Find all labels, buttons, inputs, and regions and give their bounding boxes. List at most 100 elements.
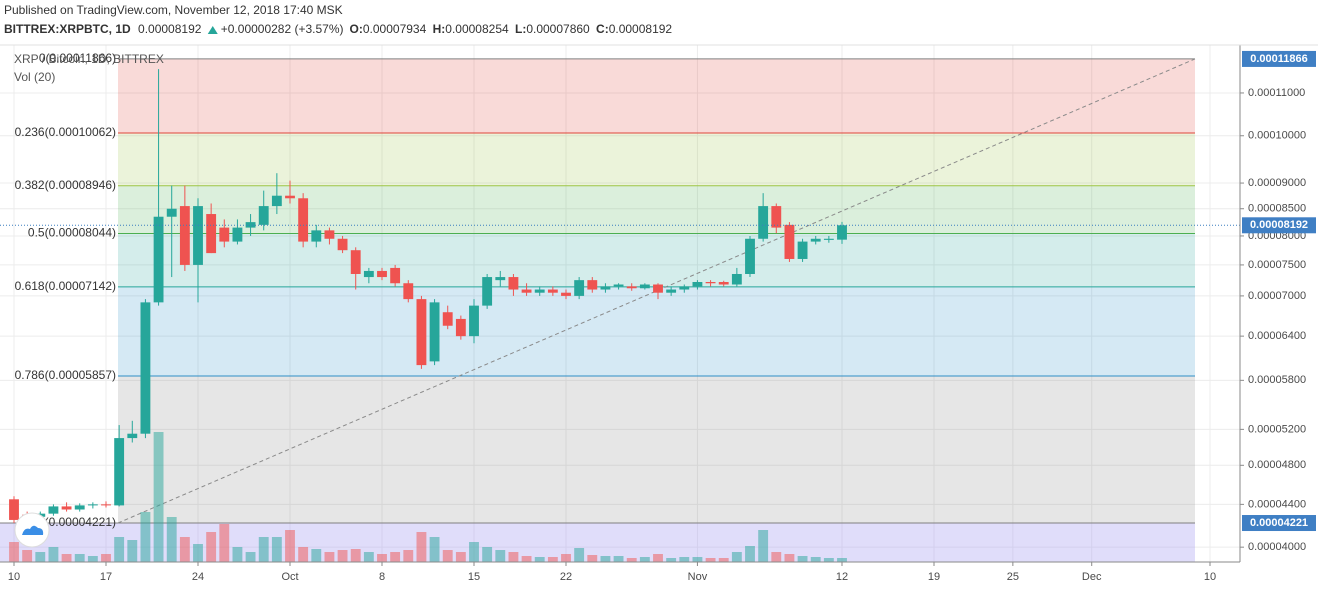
volume-bar (74, 554, 85, 562)
volume-bar (482, 547, 493, 562)
volume-bar (403, 550, 414, 562)
volume-bar (837, 558, 847, 562)
fib-label: 1(0.00004221) (38, 515, 116, 529)
x-tick-label: 10 (8, 571, 20, 583)
ohlc-key: L: (515, 22, 526, 36)
candle-body (600, 286, 611, 290)
volume-bar (324, 552, 335, 562)
volume-bar (758, 530, 769, 562)
candle-body (390, 267, 401, 284)
volume-bar (666, 558, 677, 562)
y-tick-label: 0.00005200 (1248, 423, 1306, 435)
candle-body (692, 282, 703, 287)
candle-body (87, 504, 98, 506)
volume-bar (600, 556, 611, 562)
x-tick-label: 15 (468, 571, 480, 583)
volume-bar (429, 537, 440, 562)
ohlc-value: 0.00007860 (526, 22, 590, 36)
volume-bar (679, 557, 690, 562)
candle-body (810, 238, 821, 242)
candle-body (377, 270, 387, 278)
volume-bar (534, 557, 545, 562)
candle-body (718, 282, 729, 285)
price-label-box (1242, 50, 1316, 67)
volume-bar (797, 556, 808, 562)
x-tick-label: 10 (1204, 571, 1216, 583)
candle-body (561, 292, 571, 296)
candle-body (745, 238, 755, 274)
fib-zone (118, 132, 1195, 186)
candle-body (823, 238, 834, 240)
volume-bar (784, 554, 795, 562)
volume-bar (653, 554, 663, 562)
volume-bar (22, 550, 33, 562)
x-tick-label: Oct (281, 571, 298, 583)
price-label-box (1242, 515, 1316, 532)
y-tick-label: 0.00006400 (1248, 330, 1306, 342)
x-tick-label: 12 (836, 571, 848, 583)
volume-bar (61, 554, 72, 562)
volume-bar (495, 550, 506, 562)
fib-label: 0.5(0.00008044) (28, 226, 116, 240)
volume-bar (587, 555, 598, 562)
candle-body (298, 198, 309, 242)
fib-zone (118, 375, 1195, 524)
candle-body (9, 499, 19, 520)
candle-body (114, 438, 125, 506)
plot-area (0, 45, 1240, 562)
price-label: 0.00011866 (1250, 53, 1308, 65)
volume-bar (311, 549, 322, 562)
volume-bar (48, 547, 59, 562)
y-tick-label: 0.00004400 (1248, 498, 1306, 510)
candle-body (653, 284, 663, 293)
published: Published on TradingView.com, November 1… (4, 3, 343, 17)
volume-bar (285, 530, 295, 562)
volume-bar (179, 537, 190, 562)
volume-bar (547, 557, 558, 562)
candle-body (363, 270, 374, 278)
volume-bar (232, 547, 243, 562)
volume-bar (639, 557, 650, 562)
y-tick-label: 0.00010000 (1248, 130, 1306, 142)
volume-bar (35, 552, 46, 562)
candle-body (337, 238, 348, 251)
y-tick-label: 0.00011000 (1248, 87, 1305, 99)
y-tick-label: 0.00004000 (1248, 541, 1306, 553)
x-tick-label: 25 (1007, 571, 1019, 583)
candle-body (48, 506, 59, 514)
candle-body (285, 195, 295, 199)
candle-body (206, 214, 217, 254)
volume-bar (731, 552, 742, 562)
candle-body (101, 504, 111, 506)
y-tick-label: 0.00008500 (1248, 203, 1306, 215)
fib-zone (118, 286, 1195, 376)
change: +0.00000282 (+3.57%) (221, 22, 344, 36)
y-tick-label: 0.00004800 (1248, 459, 1306, 471)
volume-bar (153, 432, 164, 562)
candle-body (587, 280, 598, 290)
candle-body (271, 195, 282, 207)
volume-bar (718, 558, 729, 562)
volume-bar (206, 532, 217, 562)
volume-bar (455, 552, 466, 562)
candle-body (455, 318, 466, 337)
volume-bar (219, 524, 230, 562)
fib-label: 0.786(0.00005857) (15, 368, 116, 382)
candle-body (534, 289, 545, 293)
volume-bar (271, 537, 282, 562)
volume-bar (574, 548, 585, 562)
candle-body (639, 284, 650, 289)
candle-body (705, 282, 716, 284)
candle-body (232, 227, 243, 242)
candle-body (521, 289, 532, 293)
volume-bar (416, 532, 427, 562)
candle-body (784, 224, 795, 259)
candle-body (495, 277, 506, 281)
candle-body (193, 206, 203, 265)
candle-body (626, 286, 637, 289)
fib-label: 0.236(0.00010062) (15, 125, 116, 139)
ohlc-value: 0.00008254 (445, 22, 509, 36)
candle-body (679, 286, 690, 290)
candle-body (350, 250, 361, 274)
candle-body (508, 277, 519, 290)
